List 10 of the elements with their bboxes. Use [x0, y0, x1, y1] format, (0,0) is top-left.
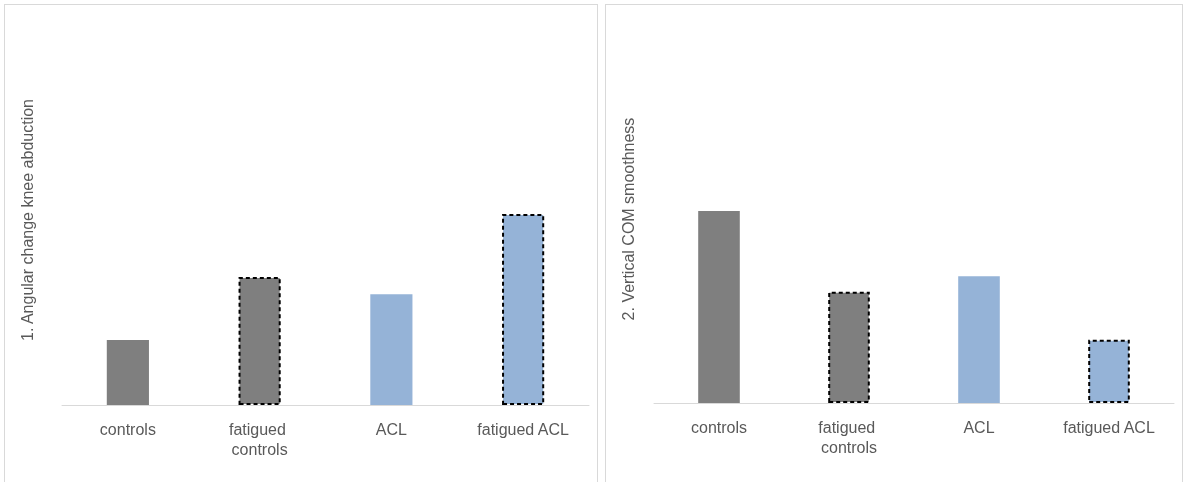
x-tick-label: fatigued controls	[228, 420, 291, 458]
x-tick-label: ACL	[963, 418, 995, 436]
x-tick-label: fatigued ACL	[477, 420, 570, 438]
x-tick-label: controls	[690, 418, 748, 436]
x-tick-label: fatigued ACL	[1063, 418, 1155, 436]
y-axis-title: 2. Vertical COM smoothness	[619, 117, 637, 321]
x-tick-label: ACL	[375, 420, 408, 438]
x-tick-label: controls	[99, 420, 156, 438]
x-tick-label: fatigued controls	[818, 418, 880, 456]
y-axis-title: 1. Angular change knee abduction	[18, 99, 36, 341]
